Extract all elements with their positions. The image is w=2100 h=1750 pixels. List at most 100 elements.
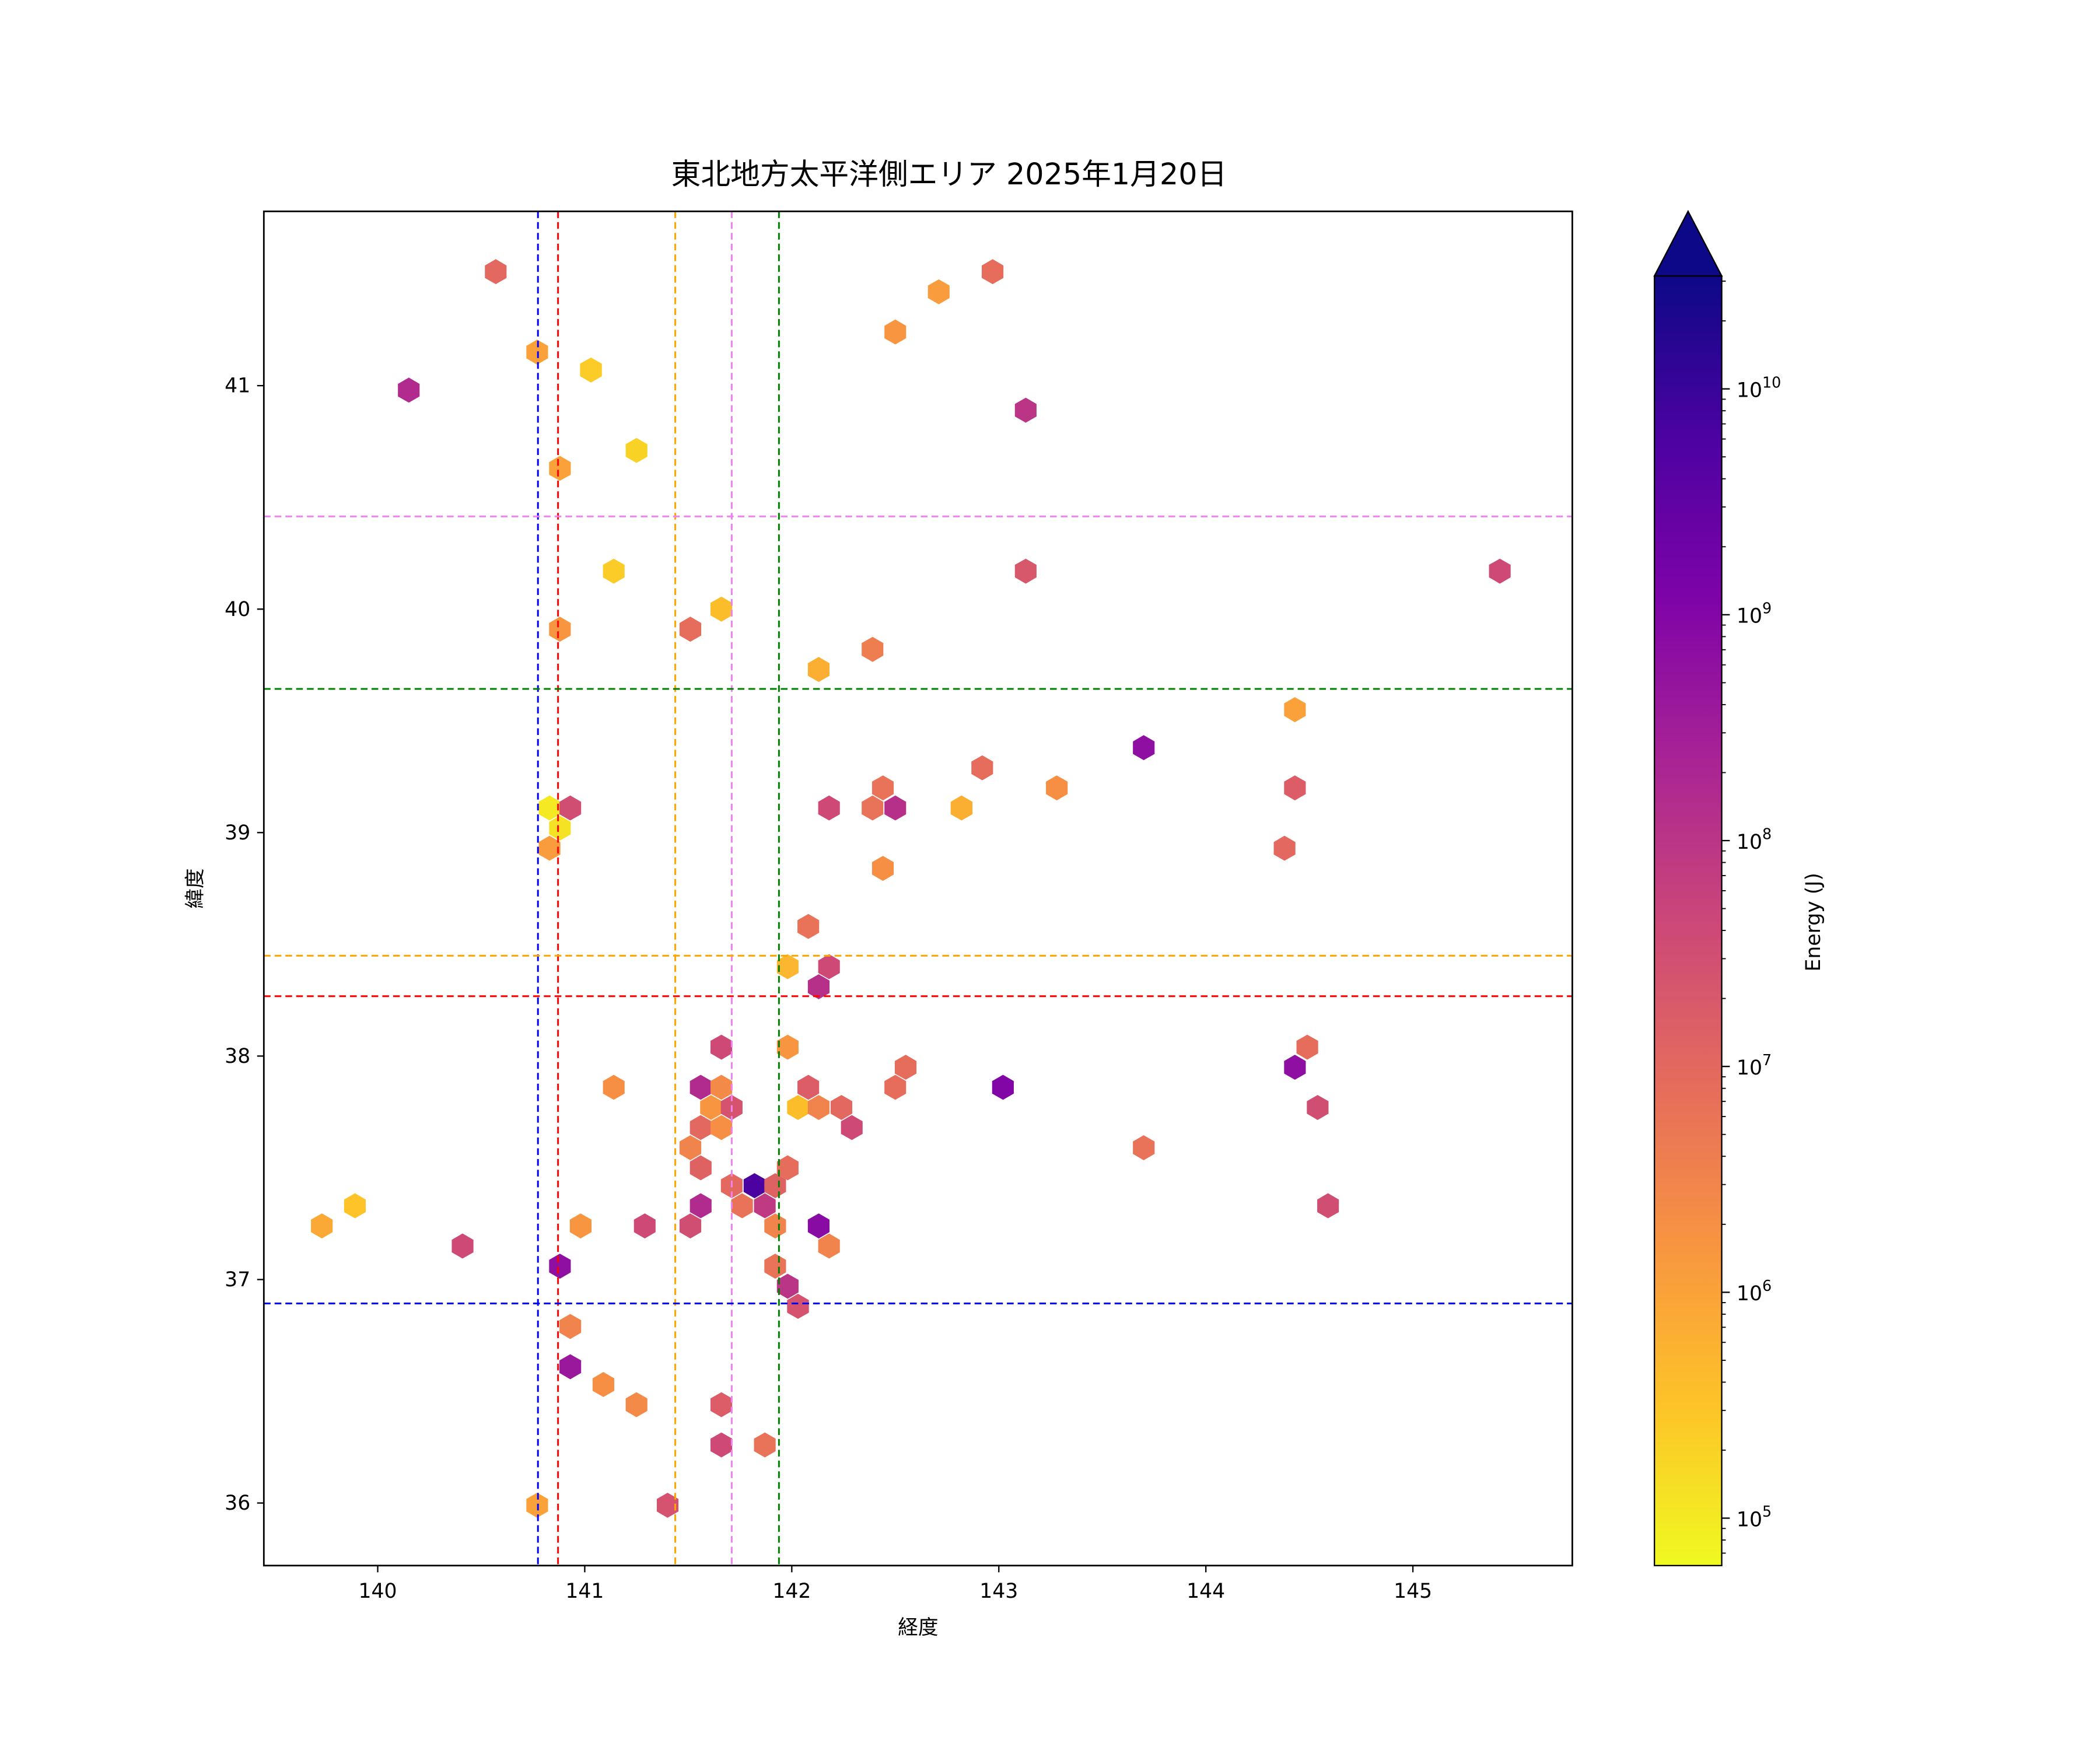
hexbin-cell — [569, 1213, 592, 1239]
x-tick-label: 141 — [565, 1580, 604, 1603]
hexbin-cell — [764, 1254, 786, 1279]
hexbin-cell — [710, 1392, 733, 1418]
hexbin-cell — [1133, 1135, 1155, 1160]
hexbin-cell — [807, 657, 830, 682]
hexbin-cell — [690, 1193, 712, 1219]
hexbin-cell — [1489, 558, 1511, 584]
hexbin-cell — [710, 1432, 733, 1458]
hexbin-cell — [710, 1074, 733, 1100]
hexbin-cell — [776, 1155, 799, 1181]
hexbin-cell — [787, 1293, 809, 1319]
hexbin-cell — [679, 617, 702, 642]
hexbin-cell — [690, 1074, 712, 1100]
hexbin-cell — [625, 438, 648, 463]
hexbin-cell — [818, 1233, 840, 1259]
hexbin-cell — [1273, 835, 1296, 861]
hexbin-cell — [818, 954, 840, 979]
hexbin-cell — [807, 1213, 830, 1239]
hexbin-cell — [625, 1392, 648, 1418]
hexbin-cell — [538, 835, 561, 861]
hexbin-cell — [592, 1372, 614, 1397]
colorbar-label: Energy (J) — [1802, 873, 1825, 971]
hexbin-cell — [787, 1095, 809, 1120]
hexbin-cell — [710, 1115, 733, 1140]
hexbin-cell — [398, 377, 420, 403]
x-tick-label: 140 — [358, 1580, 397, 1603]
hexbin-cell — [1296, 1034, 1318, 1060]
colorbar-tick-label: 109 — [1737, 600, 1772, 628]
hexbin-cell — [754, 1193, 776, 1219]
hexbin-cell — [549, 816, 571, 841]
hexbin-cell — [776, 1034, 799, 1060]
y-axis-label: 緯度 — [184, 868, 207, 908]
hexbin-cell — [559, 795, 582, 821]
colorbar-gradient — [1654, 275, 1723, 1566]
plot-area — [264, 211, 1573, 1566]
hexbin-cell — [743, 1173, 766, 1199]
y-tick-label: 39 — [225, 821, 250, 845]
hexbin-cell — [950, 795, 973, 821]
y-tick-label: 41 — [225, 374, 250, 398]
hexbin-cell — [311, 1213, 333, 1239]
hexbin-cell — [1014, 397, 1037, 423]
colorbar-tick-label: 107 — [1737, 1051, 1772, 1080]
hexbin-cell — [731, 1193, 753, 1219]
hexbin-cell — [992, 1074, 1014, 1100]
colorbar-tick-label: 108 — [1737, 825, 1772, 854]
hexbin-cell — [971, 755, 993, 780]
x-tick-label: 145 — [1394, 1580, 1432, 1603]
hexbin-cell — [603, 558, 625, 584]
hexbin-cell — [485, 259, 507, 285]
hexbin-cell — [884, 795, 907, 821]
colorbar-tick-label: 105 — [1737, 1503, 1772, 1531]
hexbin-cell — [1014, 558, 1037, 584]
hexbin-cell — [690, 1115, 712, 1140]
hexbin-cell — [1046, 775, 1068, 801]
x-tick-label: 144 — [1186, 1580, 1225, 1603]
x-tick-label: 142 — [772, 1580, 811, 1603]
hexbin-cell — [894, 1055, 917, 1080]
hexbin-cell — [764, 1173, 786, 1199]
y-tick-label: 40 — [225, 598, 250, 621]
hexbin-cell — [862, 795, 884, 821]
hexbin-cell — [549, 456, 571, 481]
colorbar-extend-max-triangle — [1653, 209, 1723, 277]
hexbin-cell — [928, 279, 950, 304]
colorbar-tick-label: 1010 — [1737, 373, 1781, 402]
hexbin-cell — [549, 617, 571, 642]
x-tick-label: 143 — [979, 1580, 1018, 1603]
colorbar: Energy (J) 105 106 107 108 109 1010 — [1653, 209, 1825, 1566]
hexbin-cell — [1284, 697, 1306, 723]
y-tick-label: 36 — [225, 1492, 250, 1515]
hexbin-cell — [862, 636, 884, 662]
hexbin-cell — [559, 1314, 582, 1339]
hexbin-cell — [884, 319, 907, 345]
hexbin-cell — [872, 775, 894, 801]
hexbin-cell — [580, 357, 602, 383]
hexbin-cell — [549, 1254, 571, 1279]
hexbin-cell — [679, 1135, 702, 1160]
hexbin-cell — [710, 1034, 733, 1060]
hexbin-cell — [872, 856, 894, 881]
hexbin-cell — [1284, 775, 1306, 801]
axes: 140 141 142 143 144 145 36 37 38 39 40 41 — [225, 374, 1432, 1604]
hexbin-cell — [344, 1193, 366, 1219]
hexbin-cell — [710, 596, 733, 622]
hexbin-cell — [1284, 1055, 1306, 1080]
hexbin-cell — [807, 1095, 830, 1120]
x-axis-label: 経度 — [898, 1616, 938, 1640]
hexbin-cell — [538, 795, 561, 821]
hexbin-cell — [776, 954, 799, 979]
hexbin-cell — [679, 1213, 702, 1239]
hexbin-cell — [776, 1273, 799, 1299]
hexbin-cell — [634, 1213, 656, 1239]
colorbar-tick-label: 106 — [1737, 1277, 1772, 1306]
chart-title: 東北地方太平洋側エリア 2025年1月20日 — [671, 157, 1227, 191]
y-tick-label: 37 — [225, 1268, 250, 1292]
hexbin-cell — [830, 1095, 852, 1120]
hexbin-cell — [656, 1493, 679, 1518]
hexbin-cell — [797, 914, 820, 939]
hexbin-cell — [700, 1095, 722, 1120]
y-tick-label: 38 — [225, 1045, 250, 1068]
